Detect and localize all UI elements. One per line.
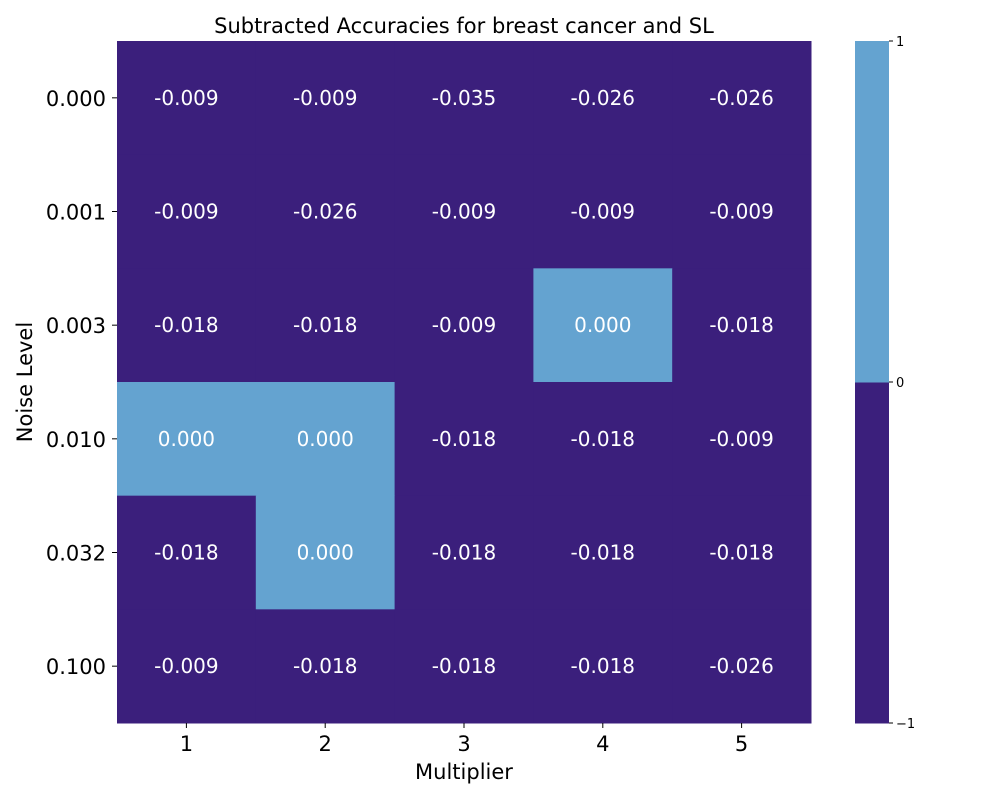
x-tick-label: 4 (596, 732, 609, 756)
cell-value-label: -0.018 (154, 541, 218, 565)
cell-value-label: -0.018 (432, 427, 496, 451)
cell-value-label: -0.026 (709, 86, 773, 110)
cell-value-label: -0.009 (709, 200, 773, 224)
colorbar-tick-label: 1 (896, 35, 904, 50)
cell-value-label: -0.026 (709, 654, 773, 678)
cell-value-label: -0.009 (154, 654, 218, 678)
heatmap-cells (117, 41, 812, 724)
heatmap-cell (672, 609, 812, 724)
y-axis: 0.000 0.001 0.003 0.010 0.032 0.100 (46, 87, 117, 679)
heatmap-cell (533, 154, 673, 269)
cell-value-label: -0.018 (571, 427, 635, 451)
colorbar-segment (855, 382, 889, 724)
heatmap-cell (394, 268, 534, 383)
heatmap-cell (672, 495, 812, 610)
heatmap-cell (255, 495, 396, 610)
heatmap-cell (394, 495, 534, 610)
colorbar-tick-label: 0 (896, 376, 904, 391)
heatmap-cell (672, 41, 812, 156)
heatmap-cell (394, 154, 534, 269)
cell-value-label: -0.009 (432, 200, 496, 224)
x-axis-label: Multiplier (415, 760, 513, 784)
heatmap-cell (533, 495, 673, 610)
cell-value-label: -0.009 (154, 200, 218, 224)
heatmap-cell (533, 268, 673, 383)
x-tick-label: 3 (457, 732, 470, 756)
heatmap-cell (117, 268, 257, 383)
cell-value-label: -0.018 (709, 541, 773, 565)
cell-value-label: -0.018 (432, 654, 496, 678)
chart-title: Subtracted Accuracies for breast cancer … (214, 14, 714, 38)
cell-value-label: -0.018 (571, 654, 635, 678)
cell-value-label: -0.009 (571, 200, 635, 224)
colorbar: −1 0 1 (855, 35, 915, 732)
colorbar-tick-label: −1 (896, 717, 915, 732)
cell-value-label: -0.026 (571, 86, 635, 110)
heatmap-cell (255, 154, 396, 269)
cell-value-label: -0.026 (293, 200, 357, 224)
heatmap-cell (255, 268, 396, 383)
colorbar-segment (855, 41, 889, 383)
x-tick-label: 5 (735, 732, 748, 756)
cell-value-label: -0.035 (432, 86, 496, 110)
heatmap-cell (533, 41, 673, 156)
cell-value-label: -0.018 (709, 313, 773, 337)
heatmap-cell (394, 41, 534, 156)
heatmap-cell-labels: -0.009 -0.009 -0.035 -0.026 -0.026 -0.009 -0.0… (154, 86, 774, 678)
y-tick-label: 0.100 (46, 655, 106, 679)
x-axis: 1 2 3 4 5 (180, 723, 748, 756)
cell-value-label: -0.018 (293, 654, 357, 678)
x-tick-label: 2 (319, 732, 332, 756)
heatmap-cell (117, 41, 257, 156)
cell-value-label: -0.018 (154, 313, 218, 337)
cell-value-label: -0.018 (571, 541, 635, 565)
cell-value-label: 0.000 (297, 541, 354, 565)
y-tick-label: 0.000 (46, 87, 106, 111)
cell-value-label: -0.009 (154, 86, 218, 110)
heatmap-cell (394, 609, 534, 724)
heatmap-cell (117, 154, 257, 269)
y-axis-label: Noise Level (13, 322, 37, 442)
cell-value-label: -0.018 (432, 541, 496, 565)
y-tick-label: 0.010 (46, 428, 106, 452)
heatmap-cell (672, 154, 812, 269)
heatmap-cell (672, 382, 812, 497)
y-tick-label: 0.032 (46, 542, 106, 566)
heatmap-cell (255, 382, 396, 497)
heatmap-cell (117, 382, 257, 497)
cell-value-label: -0.018 (293, 313, 357, 337)
y-tick-label: 0.003 (46, 314, 106, 338)
heatmap-cell (394, 382, 534, 497)
cell-value-label: 0.000 (574, 313, 631, 337)
cell-value-label: 0.000 (158, 427, 215, 451)
cell-value-label: -0.009 (432, 313, 496, 337)
cell-value-label: -0.009 (709, 427, 773, 451)
heatmap-cell (533, 609, 673, 724)
x-tick-label: 1 (180, 732, 193, 756)
cell-value-label: 0.000 (297, 427, 354, 451)
heatmap-cell (255, 609, 396, 724)
heatmap-cell (117, 495, 257, 610)
heatmap-cell (255, 41, 396, 156)
y-tick-label: 0.001 (46, 201, 106, 225)
heatmap-cell (117, 609, 257, 724)
cell-value-label: -0.009 (293, 86, 357, 110)
heatmap-cell (533, 382, 673, 497)
heatmap-cell (672, 268, 812, 383)
